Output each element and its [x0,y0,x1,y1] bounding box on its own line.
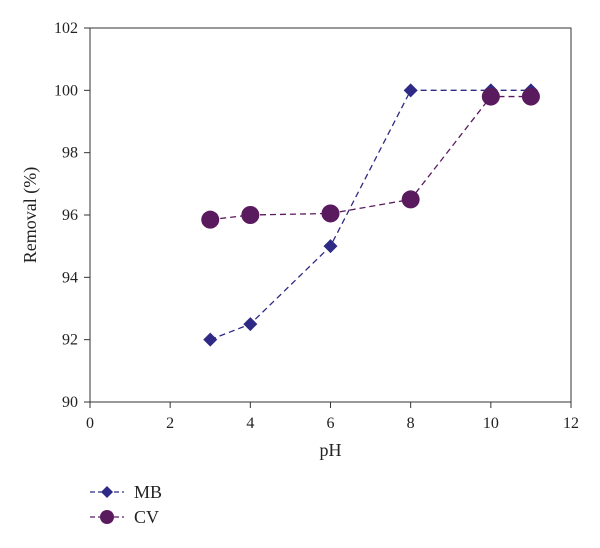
series-mb [203,83,538,347]
y-tick-label: 90 [62,394,78,411]
data-point-mb [403,83,418,98]
y-tick-label: 96 [62,207,78,224]
series-line-cv [210,95,531,221]
y-tick-label: 102 [54,20,78,37]
x-tick-label: 4 [246,415,254,432]
y-tick-label: 92 [62,332,78,349]
legend: MB CV [90,482,162,527]
series-line-mb [210,89,531,341]
y-axis-title: Removal (%) [20,167,41,263]
data-point-cv [521,87,540,106]
series-cv [201,87,540,229]
data-point-mb [243,317,258,332]
x-tick-label: 6 [327,415,335,432]
legend-marker-circle [100,510,114,524]
x-tick-label: 2 [166,415,174,432]
legend-marker-diamond [101,486,113,498]
data-point-cv [201,210,220,229]
x-tick-label: 10 [483,415,499,432]
y-tick-label: 94 [62,269,78,286]
data-point-cv [241,206,260,224]
data-point-cv [321,204,340,223]
legend-label: MB [134,482,162,502]
y-tick-label: 100 [54,82,78,99]
x-axis-title: pH [320,440,342,460]
axis-ticks: 0 2 4 6 8 10 12 90 92 94 96 98 100 102 [54,20,579,432]
data-point-cv [401,190,420,209]
legend-item-cv: CV [90,507,159,527]
legend-item-mb: MB [90,482,162,502]
x-tick-label: 12 [563,415,579,432]
data-point-mb [203,332,218,347]
x-tick-label: 8 [407,415,415,432]
data-point-cv [481,87,500,106]
series-layer [201,83,540,347]
data-point-mb [323,239,338,254]
y-tick-label: 98 [62,145,78,162]
legend-label: CV [134,507,159,527]
x-tick-label: 0 [86,415,94,432]
